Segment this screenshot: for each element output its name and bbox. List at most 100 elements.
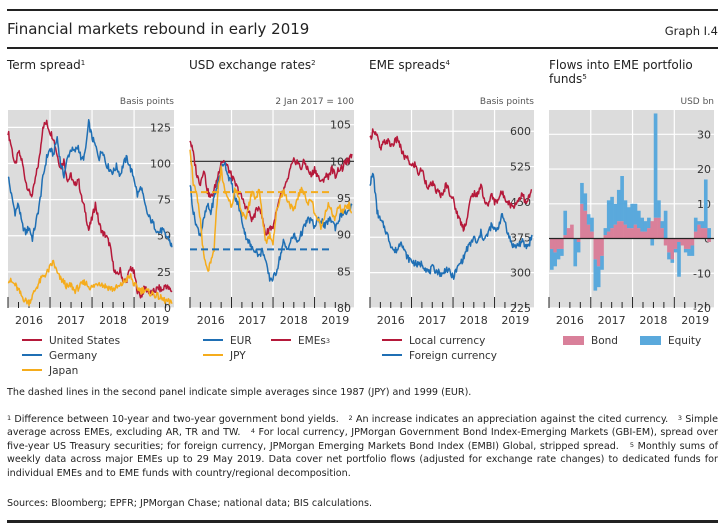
series-line-local-currency bbox=[369, 128, 533, 232]
bar-bond bbox=[593, 238, 598, 260]
bar-bond bbox=[553, 238, 557, 253]
bar-equity bbox=[677, 242, 681, 277]
footnote-number: 5 bbox=[629, 440, 634, 449]
bar-equity bbox=[707, 228, 711, 239]
bar-equity bbox=[643, 221, 648, 232]
y-tick-label: 20 bbox=[697, 163, 711, 176]
footnote-number: 4 bbox=[250, 427, 256, 436]
bar-bond bbox=[667, 238, 671, 253]
footnote-text: Difference between 10-year and two-year … bbox=[11, 414, 346, 425]
bottom-rule bbox=[7, 520, 718, 523]
legend-item-foreign: Foreign currency bbox=[382, 349, 497, 363]
bar-equity bbox=[613, 203, 618, 225]
legend-swatch-jpy bbox=[203, 354, 223, 356]
bar-equity bbox=[573, 238, 578, 267]
legend-swatch-eur bbox=[203, 339, 223, 341]
bar-equity bbox=[693, 217, 698, 232]
bar-equity bbox=[593, 259, 598, 291]
bar-equity bbox=[626, 207, 631, 229]
bar-equity bbox=[703, 179, 708, 229]
series-line-eur bbox=[189, 161, 353, 282]
bar-bond bbox=[690, 238, 695, 246]
bar-equity bbox=[556, 248, 561, 260]
bar-equity bbox=[610, 196, 614, 229]
y-tick-label: 30 bbox=[697, 128, 711, 141]
bar-bond bbox=[703, 228, 708, 239]
legend-swatch-local bbox=[382, 339, 402, 341]
y-tick-label: 50 bbox=[157, 230, 171, 243]
x-tick-label: 2018 bbox=[280, 314, 308, 327]
bar-equity bbox=[606, 200, 611, 232]
legend-label: Local currency bbox=[409, 335, 486, 347]
bar-bond bbox=[700, 228, 705, 239]
legend-label: JPY bbox=[230, 350, 246, 362]
series-line-emes bbox=[189, 140, 353, 236]
series-line-germany bbox=[7, 119, 173, 248]
bar-bond bbox=[697, 224, 701, 239]
bar-bond bbox=[687, 238, 691, 249]
bar-bond bbox=[610, 228, 614, 239]
panel-title-term-spread: Term spread1 bbox=[7, 58, 85, 72]
bar-bond bbox=[657, 217, 661, 239]
x-tick-label: 2016 bbox=[197, 314, 225, 327]
panel-title-text: Term spread bbox=[7, 58, 81, 72]
bar-bond bbox=[590, 231, 594, 239]
legend-label: EMEs bbox=[298, 335, 326, 347]
y-tick-label: 300 bbox=[510, 267, 531, 280]
legend-item-bond: Bond bbox=[563, 334, 618, 348]
bar-bond bbox=[653, 217, 658, 239]
charts-canvas: 0 25 50 75 100 125 2016 2017 2018 2019 80 85 90 95 100… bbox=[7, 110, 714, 327]
bar-bond bbox=[630, 228, 634, 239]
x-tick-label: 2019 bbox=[681, 314, 709, 327]
bar-equity bbox=[660, 221, 665, 229]
legend-label: United States bbox=[49, 335, 121, 347]
unit-label-eme: Basis points bbox=[479, 97, 534, 107]
bar-bond bbox=[683, 238, 688, 249]
bar-bond bbox=[670, 238, 675, 260]
y-tick-label: 95 bbox=[337, 192, 351, 205]
x-tick-label: 2017 bbox=[238, 314, 266, 327]
sources: Sources: Bloomberg; EPFR; JPMorgan Chase… bbox=[7, 498, 373, 509]
legend-label: Bond bbox=[591, 335, 618, 347]
legend-swatch-emes bbox=[271, 339, 291, 341]
bar-bond bbox=[637, 228, 641, 239]
footnote-text: Monthly sums of weekly data across major… bbox=[7, 440, 718, 479]
bar-equity bbox=[630, 203, 634, 229]
footnote-text: An increase indicates an appreciation ag… bbox=[352, 414, 675, 425]
legend-item-eur: EUR bbox=[203, 334, 252, 348]
bar-equity bbox=[670, 259, 675, 263]
panel-title-text: Flows into EME portfolio funds bbox=[549, 58, 693, 86]
unit-label-usd: 2 Jan 2017 = 100 bbox=[275, 97, 354, 107]
bar-bond bbox=[586, 224, 591, 239]
legend-label: Foreign currency bbox=[409, 350, 497, 362]
bar-bond bbox=[560, 238, 564, 249]
series-line-foreign-currency bbox=[369, 172, 533, 280]
bar-bond bbox=[566, 228, 571, 239]
legend-item-equity: Equity bbox=[640, 334, 701, 348]
bar-bond bbox=[570, 224, 574, 239]
legend-label: Equity bbox=[668, 335, 702, 347]
bar-equity bbox=[620, 176, 624, 222]
bar-equity bbox=[697, 221, 701, 225]
panel-title-eme-spreads: EME spreads4 bbox=[369, 58, 450, 72]
panel-title-text: EME spreads bbox=[369, 58, 446, 72]
bar-equity bbox=[657, 200, 661, 218]
footnote-ref: 2 bbox=[311, 59, 316, 67]
bar-bond bbox=[643, 231, 648, 239]
x-tick-label: 2016 bbox=[15, 314, 43, 327]
bar-bond bbox=[583, 210, 588, 239]
bar-equity bbox=[563, 210, 568, 236]
legend-item-us: United States bbox=[22, 334, 120, 348]
x-tick-label: 2016 bbox=[377, 314, 405, 327]
bar-bond bbox=[680, 238, 685, 246]
bar-equity bbox=[640, 217, 645, 232]
bar-bond bbox=[640, 231, 645, 239]
y-tick-label: 105 bbox=[330, 119, 351, 132]
footnote-ref: 4 bbox=[445, 59, 450, 67]
y-tick-label: 0 bbox=[164, 302, 171, 315]
graph-id: Graph I.4 bbox=[664, 24, 718, 38]
dashed-lines-note: The dashed lines in the second panel ind… bbox=[7, 387, 472, 398]
series-line-japan bbox=[7, 259, 173, 307]
y-tick-label: 600 bbox=[510, 125, 531, 138]
